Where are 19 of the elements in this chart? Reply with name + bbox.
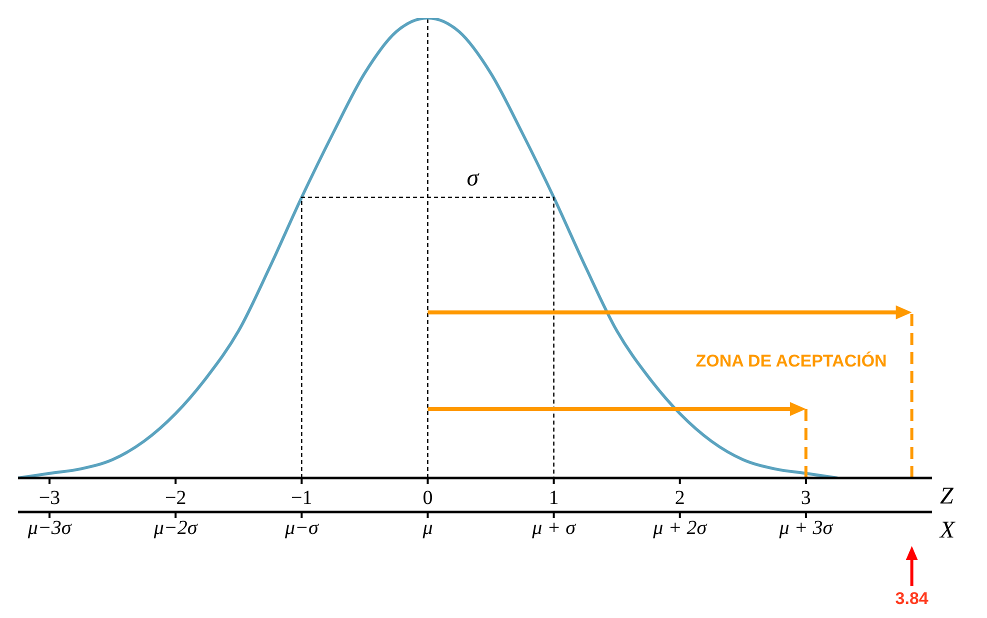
x2-tick-label: μ−2σ [152,517,198,540]
x-tick-label: −3 [38,487,60,510]
annotation: ZONA DE ACEPTACIÓN [696,350,887,370]
annotation: σ [466,165,480,192]
x2-tick-label: μ + 3σ [778,517,834,540]
x2-axis-title: X [939,518,956,544]
x2-tick-label: μ [422,517,433,540]
x-tick-label: 3 [800,487,811,510]
text: 3.84 [895,589,929,608]
x-axis-title: Z [940,484,954,510]
x2-tick-label: μ−σ [284,517,320,540]
x2-tick-label: μ + 2σ [652,517,708,540]
x2-tick-label: μ + σ [531,517,577,540]
x-tick-label: 0 [422,487,433,510]
x-tick-label: 2 [674,487,685,510]
x-tick-label: −2 [164,487,186,510]
x2-tick-label: μ−3σ [26,517,72,540]
x-tick-label: −1 [291,487,312,510]
x-tick-label: 1 [548,487,559,510]
